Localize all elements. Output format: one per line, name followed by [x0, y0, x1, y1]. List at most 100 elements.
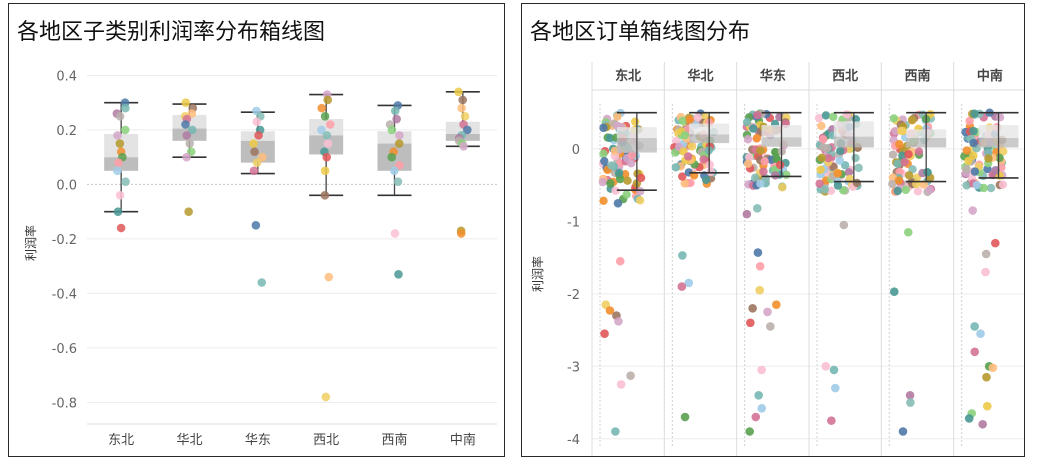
left-chart-title: 各地区子类别利润率分布箱线图 — [17, 20, 326, 45]
data-point — [320, 112, 330, 121]
y-axis-label: 利润率 — [530, 256, 545, 292]
order-point — [759, 167, 768, 176]
data-point — [187, 125, 197, 135]
category-label: 中南 — [450, 432, 476, 448]
category-label: 东北 — [108, 433, 134, 448]
outlier-point — [616, 380, 626, 389]
y-tick-label: -4 — [567, 433, 580, 448]
order-point — [889, 114, 899, 123]
data-point — [114, 158, 123, 167]
data-point — [121, 177, 130, 187]
outlier-point — [748, 304, 757, 313]
order-point — [888, 150, 898, 159]
outlier-point — [830, 383, 840, 393]
data-point — [322, 152, 332, 162]
outlier-point — [839, 220, 849, 230]
data-point — [115, 139, 125, 148]
data-point — [390, 166, 399, 176]
outlier-point — [763, 307, 772, 317]
order-point — [622, 190, 631, 199]
order-point — [770, 147, 780, 157]
order-point — [685, 115, 695, 124]
data-point — [113, 131, 122, 140]
order-point — [743, 135, 753, 144]
order-point — [706, 167, 716, 177]
data-point — [320, 166, 330, 176]
order-point — [888, 179, 897, 189]
y-tick-label: 0.2 — [56, 124, 77, 139]
order-point — [816, 165, 825, 174]
outlier-point — [757, 404, 767, 413]
order-point — [678, 116, 687, 126]
order-point — [995, 113, 1005, 122]
order-point — [752, 134, 762, 143]
outlier-point — [903, 227, 913, 237]
order-point — [635, 196, 645, 205]
order-point — [680, 131, 689, 140]
y-tick-label: -0.2 — [52, 233, 77, 248]
order-point — [904, 171, 914, 180]
order-point — [824, 153, 833, 163]
order-point — [851, 153, 860, 163]
data-point — [390, 106, 400, 116]
order-point — [699, 155, 708, 164]
outlier-point — [605, 306, 615, 315]
order-point — [756, 146, 765, 155]
order-point — [680, 179, 689, 188]
data-point — [252, 158, 262, 167]
order-point — [896, 126, 906, 136]
order-point — [817, 121, 826, 131]
order-point — [817, 153, 826, 163]
outlier-point — [905, 390, 915, 400]
order-point — [678, 172, 687, 181]
order-point — [894, 176, 904, 185]
order-point — [964, 156, 973, 166]
order-point — [701, 175, 711, 185]
outlier-point — [755, 285, 765, 295]
data-point — [323, 139, 333, 148]
data-point — [457, 103, 466, 113]
order-point — [970, 167, 980, 176]
order-point — [901, 185, 910, 195]
data-point — [463, 125, 472, 135]
order-point — [599, 196, 608, 206]
order-point — [962, 146, 971, 155]
order-point — [611, 186, 620, 195]
y-tick-label: -2 — [567, 288, 580, 303]
right-chart-title: 各地区订单箱线图分布 — [530, 20, 751, 45]
outlier-point — [991, 238, 1000, 248]
order-point — [614, 168, 624, 178]
data-point — [317, 103, 327, 113]
order-point — [893, 159, 902, 168]
y-tick-label: -1 — [567, 215, 580, 230]
order-point — [925, 185, 934, 195]
data-point — [113, 166, 122, 176]
order-point — [836, 146, 845, 156]
data-point — [387, 125, 397, 135]
order-point — [984, 154, 993, 163]
category-label: 华北 — [176, 433, 202, 448]
y-tick-label: 0 — [572, 143, 580, 158]
outlier-point — [600, 329, 609, 338]
y-tick-label: -0.4 — [52, 287, 77, 302]
data-point — [116, 223, 126, 233]
order-point — [749, 124, 758, 133]
data-point — [187, 109, 197, 118]
outlier-point — [615, 256, 625, 266]
order-point — [615, 174, 625, 184]
outlier-point — [755, 262, 765, 271]
left-chart-panel: 各地区子类别利润率分布箱线图 0.4 0.2 0.0 -0.2 -0.4 -0.6 -0.8… — [8, 3, 505, 457]
data-point — [392, 114, 401, 124]
order-point — [829, 112, 838, 122]
order-point — [913, 187, 923, 196]
outlier-point — [754, 390, 763, 400]
order-point — [750, 173, 760, 182]
facet-header: 西北 — [832, 69, 858, 84]
outlier-point — [982, 401, 992, 411]
outlier-point — [677, 282, 687, 291]
outlier-point — [753, 248, 763, 257]
outlier-point — [684, 278, 694, 288]
y-tick-label: 0.4 — [56, 69, 77, 84]
outlier-point — [964, 414, 974, 423]
